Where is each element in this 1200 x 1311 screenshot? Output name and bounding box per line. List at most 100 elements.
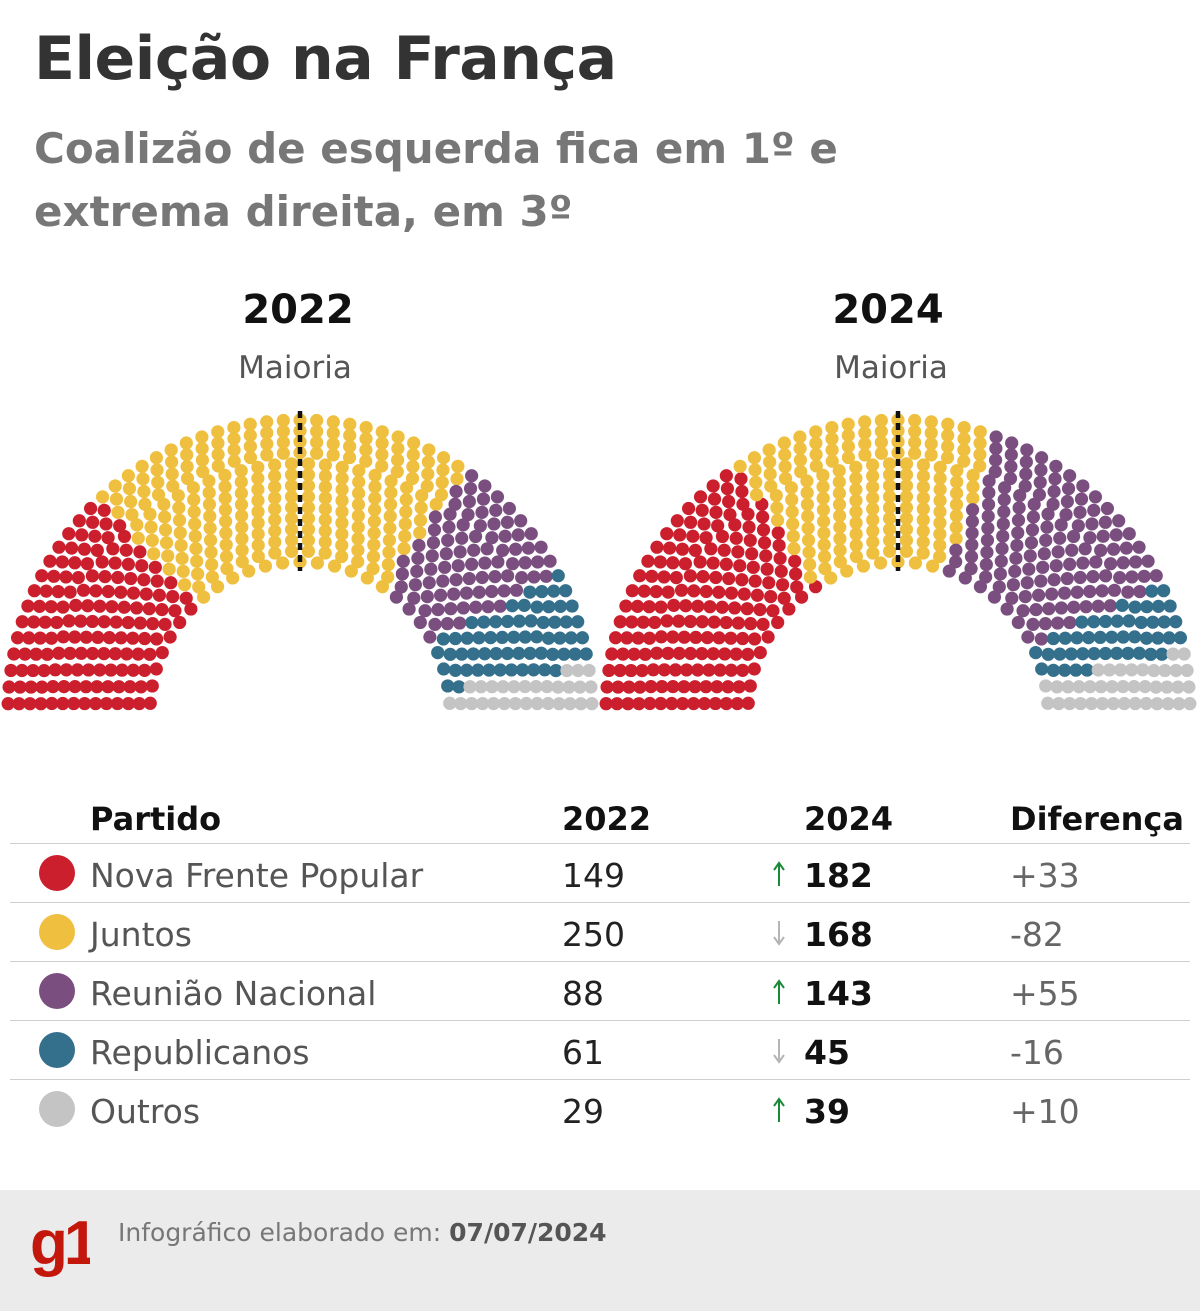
seat-juntos (251, 527, 265, 541)
seat-nova-frente-popular (665, 696, 679, 711)
seat-reuni-o-nacional (1085, 517, 1099, 531)
seat-juntos (293, 424, 307, 438)
seat-nova-frente-popular (715, 529, 730, 544)
seat-nova-frente-popular (638, 647, 652, 661)
seat-nova-frente-popular (722, 571, 736, 586)
seat-nova-frente-popular (710, 680, 724, 694)
seat-reuni-o-nacional (465, 557, 479, 571)
seat-nova-frente-popular (48, 663, 62, 677)
seat-nova-frente-popular (666, 556, 680, 570)
seat-nova-frente-popular (773, 551, 787, 565)
seat-nova-frente-popular (660, 614, 674, 628)
seat-nova-frente-popular (729, 531, 743, 545)
seat-juntos (891, 424, 905, 438)
seat-reuni-o-nacional (453, 616, 467, 630)
seat-reuni-o-nacional (1049, 559, 1063, 573)
seat-reuni-o-nacional (1109, 528, 1123, 542)
seat-juntos (916, 480, 930, 494)
seat-nova-frente-popular (755, 497, 769, 511)
seat-juntos (172, 501, 186, 515)
seat-reuni-o-nacional (1040, 520, 1054, 534)
seat-nova-frente-popular (179, 591, 193, 605)
seat-reuni-o-nacional (444, 602, 458, 616)
seat-nova-frente-popular (111, 570, 125, 585)
seat-republicanos (538, 663, 552, 677)
seat-juntos (770, 513, 785, 527)
seat-nova-frente-popular (707, 492, 722, 506)
seat-juntos (435, 475, 449, 489)
seat-outros (1166, 647, 1180, 661)
seat-reuni-o-nacional (436, 574, 450, 588)
seat-juntos (384, 474, 398, 488)
seat-nova-frente-popular (704, 542, 718, 556)
seat-nova-frente-popular (99, 517, 113, 531)
footer-label: Infográfico elaborado em: (118, 1218, 442, 1247)
seat-reuni-o-nacional (1070, 585, 1084, 599)
seat-juntos (284, 490, 299, 504)
seat-nova-frente-popular (139, 587, 153, 601)
seat-republicanos (505, 599, 519, 613)
seat-reuni-o-nacional (469, 600, 483, 614)
seat-nova-frente-popular (68, 556, 82, 570)
seat-nova-frente-popular (15, 663, 29, 678)
seat-nova-frente-popular (70, 663, 85, 677)
seat-nova-frente-popular (735, 573, 749, 587)
seat-nova-frente-popular (667, 598, 681, 612)
seat-republicanos (465, 615, 479, 630)
seat-reuni-o-nacional (1023, 549, 1037, 563)
seat-juntos (925, 559, 940, 573)
seat-nova-frente-popular (732, 680, 746, 694)
seat-reuni-o-nacional (1020, 576, 1034, 590)
seat-reuni-o-nacional (500, 515, 514, 529)
seat-nova-frente-popular (625, 615, 639, 629)
seat-reuni-o-nacional (1083, 531, 1097, 545)
seat-nova-frente-popular (121, 557, 135, 571)
seat-reuni-o-nacional (1020, 443, 1034, 457)
seat-nova-frente-popular (702, 663, 716, 677)
seat-juntos (916, 535, 930, 549)
seat-juntos (817, 514, 831, 528)
seat-nova-frente-popular (744, 617, 758, 631)
seat-juntos (235, 520, 249, 534)
seat-nova-frente-popular (631, 631, 645, 645)
seat-nova-frente-popular (673, 528, 687, 542)
seat-nova-frente-popular (684, 515, 698, 529)
seat-reuni-o-nacional (1067, 600, 1081, 614)
seat-reuni-o-nacional (989, 430, 1003, 444)
seat-nova-frente-popular (693, 555, 707, 569)
seat-juntos (359, 420, 373, 435)
seat-juntos (882, 490, 897, 504)
seat-nova-frente-popular (706, 647, 720, 661)
seat-juntos (268, 546, 282, 560)
seat-juntos (874, 424, 888, 439)
seat-nova-frente-popular (657, 663, 671, 677)
seat-nova-frente-popular (613, 615, 627, 629)
seat-juntos (399, 493, 413, 507)
seat-nova-frente-popular (27, 584, 41, 598)
seat-juntos (941, 439, 955, 454)
seat-reuni-o-nacional (1149, 569, 1163, 583)
seat-outros (485, 680, 499, 694)
seat-juntos (800, 497, 815, 512)
seat-reuni-o-nacional (1041, 507, 1055, 521)
seat-republicanos (541, 631, 556, 645)
seat-juntos (188, 517, 202, 531)
seat-nova-frente-popular (683, 614, 698, 629)
seat-reuni-o-nacional (996, 517, 1010, 531)
seat-juntos (916, 502, 930, 516)
seat-nova-frente-popular (616, 647, 630, 661)
party-name: Republicanos (90, 1033, 310, 1072)
seat-juntos (327, 559, 342, 573)
seat-outros (443, 696, 457, 710)
seat-nova-frente-popular (712, 631, 726, 645)
seat-juntos (195, 453, 210, 467)
seat-juntos (873, 556, 888, 570)
seat-juntos (899, 479, 914, 493)
seat-nova-frente-popular (57, 680, 71, 694)
seat-nova-frente-popular (134, 680, 148, 694)
seat-juntos (203, 509, 217, 523)
seat-reuni-o-nacional (949, 555, 963, 569)
seat-reuni-o-nacional (420, 590, 434, 604)
seat-republicanos (1035, 662, 1049, 676)
seat-juntos (849, 482, 863, 497)
